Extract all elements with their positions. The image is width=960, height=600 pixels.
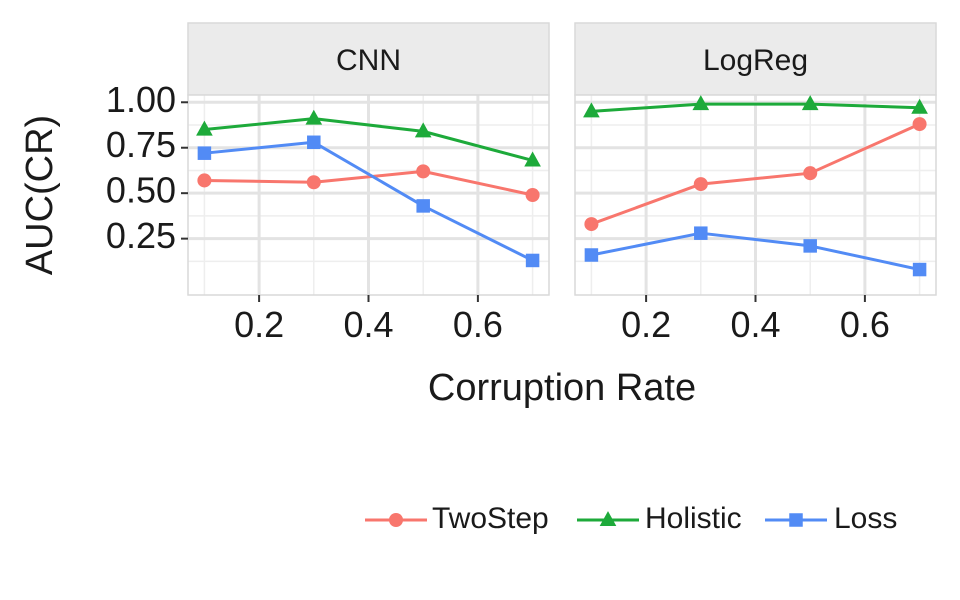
y-axis: 0.250.50 0.751.00 (106, 79, 188, 256)
data-point-holistic (196, 120, 213, 136)
legend-label-loss: Loss (834, 502, 897, 535)
series-line-holistic (202, 117, 535, 162)
legend-key-marker-holistic (599, 511, 617, 527)
data-point-loss (694, 226, 708, 240)
data-point-holistic (692, 95, 710, 111)
y-tick-label: 0.75 (106, 124, 176, 165)
data-point-loss (584, 248, 599, 262)
plot-area-cnn: 0.2 0.4 0.6 (187, 94, 550, 345)
panel-title-cnn: CNN (336, 44, 401, 77)
legend-key-marker-loss (789, 513, 803, 527)
series-line-holistic (589, 102, 922, 113)
data-point-holistic (583, 102, 600, 118)
data-point-twostep (584, 217, 599, 232)
data-point-twostep (197, 173, 212, 188)
series-line-twostep (202, 169, 535, 197)
x-tick-label: 0.4 (730, 304, 780, 345)
legend-label-twostep: TwoStep (432, 502, 549, 535)
series-line-twostep (589, 122, 922, 226)
y-tick-label: 0.50 (106, 170, 176, 211)
data-point-loss (803, 239, 817, 253)
data-point-holistic (801, 95, 819, 111)
data-point-twostep (306, 175, 321, 190)
panel-cnn: CNN 0.2 0.4 0.6 (187, 22, 550, 345)
data-point-holistic (414, 122, 432, 138)
x-axis-title: Corruption Rate (428, 367, 696, 409)
plot-area-logreg: 0.2 0.4 0.6 (574, 94, 937, 345)
y-tick-label: 1.00 (106, 79, 176, 120)
data-point-holistic (524, 151, 541, 167)
legend-key-marker-twostep (388, 512, 404, 528)
data-point-twostep (693, 177, 708, 192)
data-point-twostep (912, 117, 927, 132)
legend-label-holistic: Holistic (645, 502, 742, 535)
panel-strip-cnn (187, 22, 550, 96)
panel-title-logreg: LogReg (703, 44, 808, 77)
x-tick-label: 0.6 (840, 304, 890, 345)
panel-strip-logreg (574, 22, 937, 96)
x-tick-label: 0.4 (343, 304, 393, 345)
data-point-loss (416, 199, 430, 213)
y-tick-label: 0.25 (106, 215, 176, 256)
data-point-twostep (525, 187, 540, 203)
data-point-loss (307, 135, 321, 150)
data-point-holistic (911, 98, 928, 114)
x-tick-label: 0.2 (234, 304, 284, 345)
panel-logreg: LogReg 0.2 0.4 0.6 (574, 22, 937, 345)
series-line-loss (202, 140, 535, 262)
series-line-loss (589, 231, 922, 272)
data-point-twostep (416, 164, 431, 179)
x-tick-label: 0.2 (621, 304, 671, 345)
y-axis-title: AUC(CR) (19, 115, 61, 275)
data-point-loss (525, 253, 540, 268)
data-point-holistic (305, 109, 323, 125)
x-tick-label: 0.6 (453, 304, 503, 345)
legend: TwoStep Holistic Loss (365, 502, 897, 535)
data-point-loss (912, 262, 927, 277)
data-point-loss (197, 146, 212, 160)
data-point-twostep (803, 166, 818, 181)
